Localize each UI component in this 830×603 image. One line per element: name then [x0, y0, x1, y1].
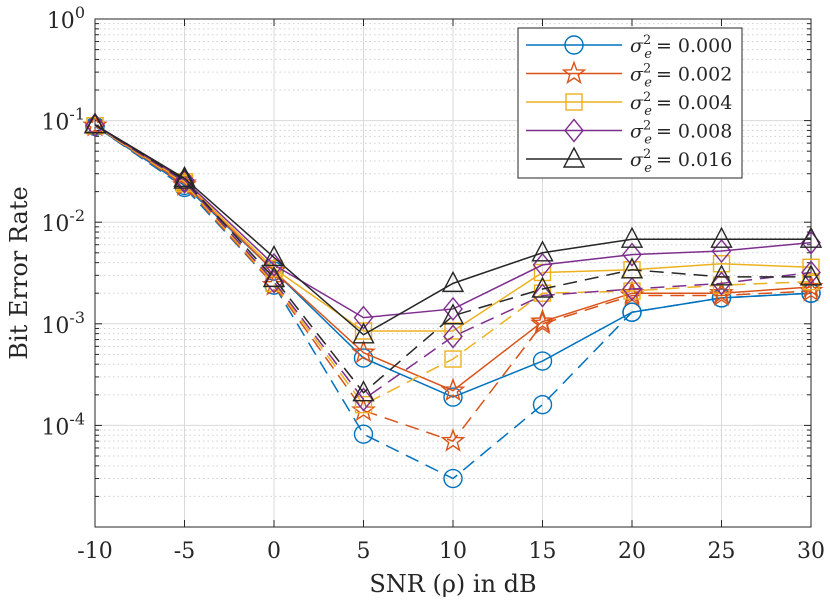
data-point-dashed	[173, 167, 196, 189]
data-point-solid	[444, 322, 462, 340]
x-tick-label: 15	[529, 539, 557, 564]
x-tick-label: -10	[77, 539, 112, 564]
series-line-dashed	[94, 124, 812, 401]
x-axis-label: SNR (ρ) in dB	[369, 570, 536, 598]
data-point-dashed	[353, 387, 374, 412]
data-point-solid	[351, 339, 376, 364]
legend-label: σ2 e = 0.002	[630, 62, 732, 91]
y-tick-label: 100	[47, 3, 85, 34]
y-tick-label: 10-3	[41, 308, 85, 339]
legend-entry: σ2 e = 0.004	[526, 90, 732, 119]
x-tick-label: 5	[357, 539, 371, 564]
data-point-solid	[441, 270, 465, 293]
legend-marker	[564, 118, 584, 143]
series-line-solid	[94, 124, 811, 336]
data-point-solid	[443, 387, 463, 407]
legend-label: σ2 e = 0.000	[630, 33, 732, 62]
data-point-solid	[443, 296, 463, 322]
data-point-solid	[622, 242, 642, 267]
data-point-solid	[530, 308, 555, 333]
data-point-solid	[440, 377, 466, 402]
data-point-solid	[353, 305, 374, 330]
data-point-solid	[173, 165, 196, 188]
legend-label: σ2 e = 0.016	[630, 147, 732, 176]
data-point-solid	[802, 258, 820, 276]
y-tick-label: 10-1	[41, 105, 85, 136]
y-axis-label: Bit Error Rate	[5, 186, 33, 359]
legend-label: σ2 e = 0.004	[630, 90, 732, 119]
data-point-dashed	[352, 380, 375, 402]
x-tick-label: 30	[797, 539, 825, 564]
data-point-dashed	[801, 260, 821, 285]
legend-box	[517, 27, 743, 179]
data-point-dashed	[532, 283, 553, 308]
legend-entry: σ2 e = 0.000	[526, 33, 732, 62]
legend-marker	[561, 60, 587, 85]
x-tick-label: 10	[439, 539, 467, 564]
data-point-dashed	[620, 257, 644, 279]
data-point-solid	[710, 226, 733, 248]
legend-marker	[565, 93, 583, 111]
data-point-solid	[262, 244, 286, 267]
data-point-dashed	[711, 271, 732, 296]
data-point-dashed	[443, 468, 463, 489]
data-point-dashed	[440, 428, 466, 452]
series-line-dashed	[94, 125, 812, 406]
data-point-dashed	[710, 264, 733, 286]
series-group	[82, 112, 824, 489]
data-point-solid	[711, 288, 732, 308]
data-point-solid	[83, 112, 107, 134]
data-point-dashed	[354, 395, 373, 414]
data-point-dashed	[441, 303, 465, 325]
data-point-solid	[799, 226, 823, 248]
data-point-dashed	[444, 350, 462, 368]
y-tick-label: 10-2	[41, 206, 85, 237]
legend-entry: σ2 e = 0.016	[526, 146, 732, 176]
data-point-solid	[620, 226, 644, 248]
data-point-dashed	[262, 265, 286, 288]
data-point-solid	[264, 252, 284, 277]
data-point-solid	[353, 348, 374, 368]
y-tick-label: 10-4	[41, 409, 85, 440]
x-tick-label: 0	[267, 539, 281, 564]
x-tick-labels: -10 -5 0 5 10 15 20 25 30	[77, 539, 825, 564]
data-point-solid	[622, 302, 642, 322]
y-tick-labels: 100 10-1 10-2 10-3 10-4	[41, 3, 85, 440]
data-point-dashed	[622, 276, 642, 302]
data-point-dashed	[353, 424, 374, 444]
series-line-solid	[94, 125, 812, 398]
series-line-dashed	[94, 125, 812, 443]
x-tick-label: -5	[174, 539, 195, 564]
data-point-dashed	[799, 264, 823, 286]
x-tick-label: 25	[708, 539, 736, 564]
data-point-dashed	[443, 324, 463, 349]
legend-entry: σ2 e = 0.002	[526, 60, 732, 91]
series-line-solid	[94, 125, 812, 392]
series-line-solid	[94, 124, 812, 319]
data-point-solid	[85, 113, 105, 138]
legend-label: σ2 e = 0.008	[630, 119, 732, 148]
data-point-solid	[531, 240, 554, 262]
series-0.016	[83, 112, 823, 402]
data-point-solid	[352, 322, 375, 344]
data-point-dashed	[532, 394, 553, 415]
data-point-dashed	[531, 276, 554, 298]
series-line-solid	[94, 125, 812, 332]
x-tick-label: 20	[618, 539, 646, 564]
legend-entry: σ2 e = 0.008	[526, 118, 732, 148]
data-point-solid	[532, 351, 553, 371]
legend-marker	[564, 35, 584, 55]
legend-marker	[562, 146, 586, 168]
